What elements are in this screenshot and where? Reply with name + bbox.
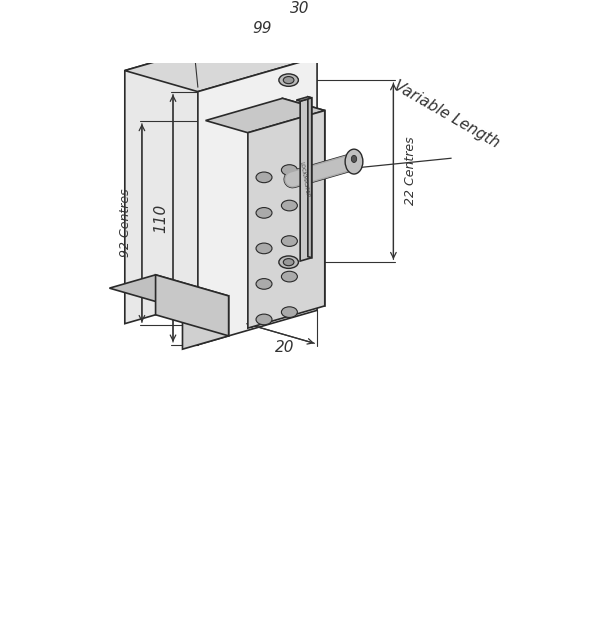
Ellipse shape (345, 149, 363, 174)
Polygon shape (198, 57, 317, 345)
Ellipse shape (352, 155, 356, 162)
Polygon shape (109, 275, 229, 309)
Ellipse shape (283, 76, 294, 83)
Ellipse shape (281, 271, 298, 282)
Polygon shape (308, 97, 311, 258)
Ellipse shape (281, 236, 298, 246)
Text: 110: 110 (153, 204, 168, 233)
Ellipse shape (283, 258, 294, 266)
Ellipse shape (256, 278, 272, 289)
Polygon shape (125, 36, 244, 324)
Polygon shape (155, 275, 229, 336)
Ellipse shape (256, 243, 272, 254)
Ellipse shape (281, 307, 298, 317)
Polygon shape (248, 110, 325, 328)
Polygon shape (296, 97, 311, 101)
Ellipse shape (256, 208, 272, 218)
Polygon shape (206, 98, 325, 133)
Ellipse shape (279, 74, 298, 87)
Text: 22 Centres: 22 Centres (404, 137, 417, 206)
Ellipse shape (256, 314, 272, 325)
Ellipse shape (281, 200, 298, 211)
Text: LOCKMASTER: LOCKMASTER (298, 161, 310, 198)
Text: 92 Centres: 92 Centres (119, 189, 131, 258)
Polygon shape (300, 98, 311, 261)
Text: 30: 30 (290, 1, 310, 16)
Polygon shape (283, 98, 325, 306)
Ellipse shape (279, 256, 298, 268)
Text: 99: 99 (252, 21, 272, 36)
Polygon shape (125, 36, 317, 92)
Ellipse shape (256, 172, 272, 182)
Ellipse shape (281, 165, 298, 176)
Polygon shape (182, 296, 229, 349)
Text: Variable Length: Variable Length (391, 78, 502, 151)
Text: 20: 20 (275, 340, 295, 355)
